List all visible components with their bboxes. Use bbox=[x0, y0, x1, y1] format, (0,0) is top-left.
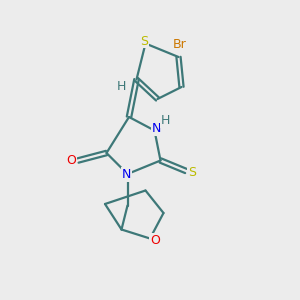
Text: S: S bbox=[140, 34, 148, 48]
Text: H: H bbox=[161, 114, 171, 128]
Text: O: O bbox=[150, 234, 160, 247]
Text: O: O bbox=[67, 154, 76, 167]
Text: N: N bbox=[151, 122, 161, 135]
Text: S: S bbox=[188, 166, 196, 179]
Text: Br: Br bbox=[173, 38, 187, 51]
Text: H: H bbox=[117, 80, 126, 94]
Text: N: N bbox=[122, 168, 131, 181]
